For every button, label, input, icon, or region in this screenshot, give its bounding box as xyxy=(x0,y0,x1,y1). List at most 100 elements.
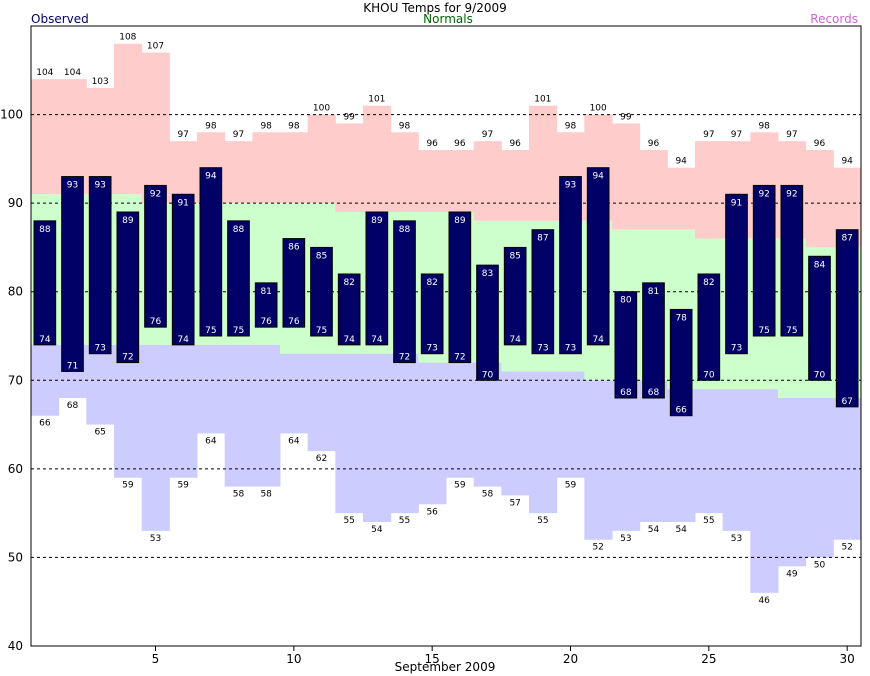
record-high-label: 108 xyxy=(119,33,136,43)
observed-high-label: 88 xyxy=(399,225,411,235)
plot-frame xyxy=(30,25,862,647)
observed-low-label: 74 xyxy=(177,335,189,345)
record-high-band xyxy=(58,79,87,195)
record-high-band xyxy=(805,150,834,248)
record-low-label: 66 xyxy=(39,419,51,429)
record-high-label: 96 xyxy=(648,139,660,149)
observed-high-label: 92 xyxy=(150,189,161,199)
record-high-band xyxy=(501,150,530,221)
observed-low-label: 70 xyxy=(703,370,715,380)
observed-low-label: 75 xyxy=(205,326,216,336)
observed-low-label: 66 xyxy=(675,406,687,416)
record-low-label: 56 xyxy=(426,507,438,517)
record-low-label: 58 xyxy=(260,490,272,500)
observed-high-label: 80 xyxy=(620,296,632,306)
observed-high-label: 83 xyxy=(482,269,493,279)
record-low-label: 57 xyxy=(509,498,520,508)
observed-low-label: 68 xyxy=(620,388,632,398)
observed-high-label: 89 xyxy=(371,216,383,226)
y-tick-label: 40 xyxy=(8,639,23,653)
record-high-label: 103 xyxy=(92,77,109,87)
y-tick-label: 100 xyxy=(0,108,23,122)
record-high-band xyxy=(446,150,475,212)
observed-low-label: 75 xyxy=(316,326,327,336)
record-low-label: 54 xyxy=(675,525,687,535)
y-tick-label: 90 xyxy=(8,196,23,210)
record-high-label: 98 xyxy=(758,121,770,131)
observed-high-label: 82 xyxy=(703,278,714,288)
observed-high-label: 92 xyxy=(758,189,769,199)
observed-high-label: 85 xyxy=(316,251,327,261)
observed-high-label: 84 xyxy=(814,260,826,270)
observed-low-label: 74 xyxy=(39,335,51,345)
record-high-band xyxy=(224,141,253,204)
observed-high-label: 92 xyxy=(786,189,797,199)
observed-high-label: 93 xyxy=(565,181,576,191)
observed-high-label: 89 xyxy=(454,216,466,226)
record-low-label: 46 xyxy=(758,596,770,606)
record-low-band xyxy=(335,353,364,514)
record-low-band xyxy=(363,353,392,522)
observed-bar xyxy=(116,211,140,364)
record-low-band xyxy=(612,380,641,531)
observed-bar xyxy=(586,167,610,346)
record-low-band xyxy=(224,344,253,487)
observed-low-label: 75 xyxy=(786,326,797,336)
record-low-band xyxy=(529,371,558,514)
observed-bar xyxy=(282,238,306,328)
record-low-label: 62 xyxy=(316,454,327,464)
observed-bar xyxy=(669,308,693,417)
record-high-band xyxy=(141,52,170,204)
observed-high-label: 91 xyxy=(177,198,188,208)
observed-bar xyxy=(61,176,84,372)
observed-low-label: 73 xyxy=(94,344,105,354)
record-low-band xyxy=(750,389,779,593)
record-low-band xyxy=(114,344,143,478)
record-high-band xyxy=(695,141,724,239)
record-high-band xyxy=(280,132,309,204)
record-high-band xyxy=(529,105,558,221)
y-tick-label: 50 xyxy=(8,550,23,564)
x-tick-label: 30 xyxy=(840,652,855,666)
record-low-label: 65 xyxy=(94,428,105,438)
observed-bar xyxy=(337,273,361,346)
y-tick-label: 80 xyxy=(8,285,23,299)
record-high-label: 98 xyxy=(205,121,217,131)
legend-normals: Normals xyxy=(423,12,473,26)
y-axis: 40 50 60 70 80 90 100 xyxy=(0,108,23,653)
observed-bar xyxy=(503,246,527,346)
record-high-label: 98 xyxy=(260,121,272,131)
observed-bar xyxy=(448,211,472,364)
x-tick-label: 10 xyxy=(286,652,301,666)
record-high-label: 98 xyxy=(288,121,300,131)
observed-bar xyxy=(393,220,416,364)
record-low-band xyxy=(446,362,475,478)
record-high-label: 104 xyxy=(64,68,81,78)
record-high-band xyxy=(473,141,502,221)
observed-low-label: 74 xyxy=(592,335,604,345)
record-high-label: 97 xyxy=(703,130,714,140)
observed-low-label: 75 xyxy=(758,326,769,336)
observed-bar xyxy=(144,184,167,328)
record-high-label: 96 xyxy=(426,139,438,149)
record-low-label: 64 xyxy=(205,436,217,446)
observed-low-label: 72 xyxy=(122,353,133,363)
record-low-label: 59 xyxy=(122,481,134,491)
record-low-label: 54 xyxy=(371,525,383,535)
observed-bar xyxy=(531,229,555,355)
record-low-label: 59 xyxy=(177,481,189,491)
record-low-band xyxy=(639,380,668,522)
record-low-band xyxy=(695,389,724,514)
record-low-label: 55 xyxy=(537,516,548,526)
observed-high-label: 94 xyxy=(205,172,217,182)
observed-low-label: 72 xyxy=(399,353,410,363)
record-low-band xyxy=(556,371,585,478)
record-low-band xyxy=(169,344,198,478)
record-high-label: 96 xyxy=(814,139,826,149)
record-high-label: 97 xyxy=(233,130,244,140)
observed-bar xyxy=(254,282,278,328)
record-low-label: 59 xyxy=(565,481,577,491)
observed-bar xyxy=(310,246,333,337)
record-low-label: 55 xyxy=(703,516,714,526)
record-high-label: 99 xyxy=(620,112,632,122)
